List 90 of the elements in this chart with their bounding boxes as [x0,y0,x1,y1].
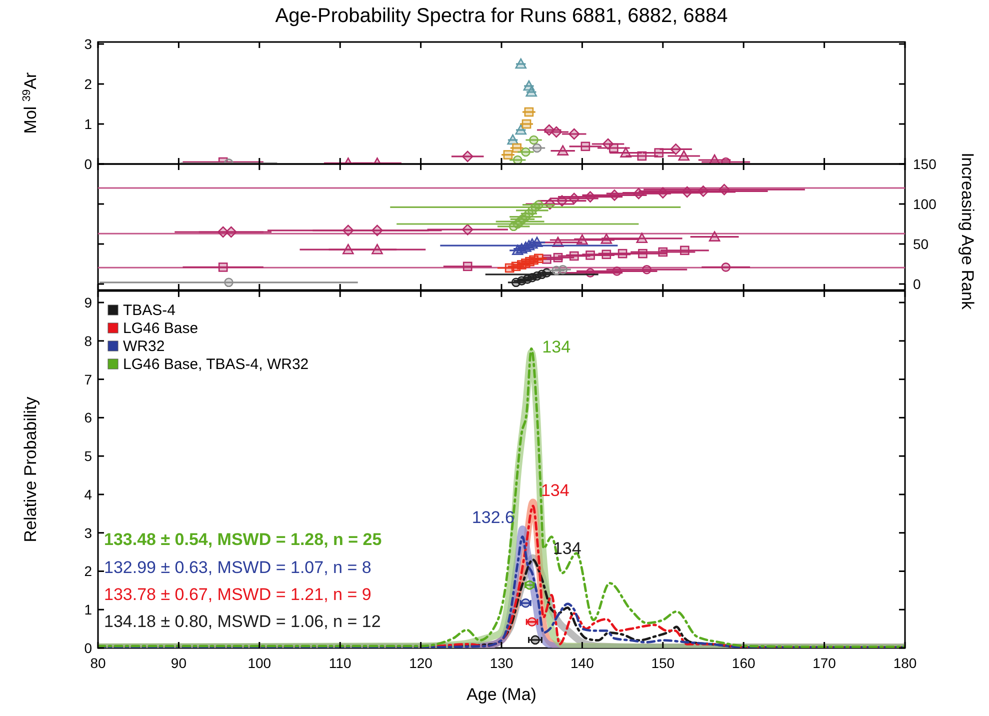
point [531,236,543,248]
point [532,143,542,153]
x-tick-label: 100 [248,655,272,671]
legend-label: LG46 Base [123,320,198,337]
y-tick-label: 2 [84,76,92,92]
point [507,134,518,145]
y-tick-label: 4 [84,486,92,502]
annotation: 133.48 ± 0.54, MSWD = 1.28, n = 25 [104,530,382,549]
annotation: 134 [542,338,571,357]
point [530,635,540,645]
x-tick-label: 180 [893,655,917,671]
point [654,148,664,158]
point [372,244,383,254]
point [568,128,580,140]
y-tick-label: 6 [84,410,92,426]
annotation: 134 [540,481,570,500]
point [529,135,538,145]
y-tick-label: 3 [84,36,92,52]
point [586,250,595,260]
point [721,262,730,272]
y-tick-label: 2 [84,563,92,580]
point [708,231,720,242]
y-tick-label: 1 [84,602,92,618]
point [524,107,534,117]
point [218,262,228,272]
annotation: 134.18 ± 0.80, MSWD = 1.06, n = 12 [104,612,381,631]
x-tick-label: 120 [409,655,433,671]
point [534,254,544,264]
y-tick-label: 7 [84,371,92,388]
y-tick-label: 0 [913,276,921,292]
annotation: 132.99 ± 0.63, MSWD = 1.07, n = 8 [104,558,372,577]
y-tick-label: 0 [84,156,92,172]
y-tick-label: 50 [913,236,929,252]
x-tick-label: 130 [490,655,514,671]
point [600,234,612,244]
annotation: 134 [552,538,582,558]
point [642,264,652,274]
point [342,244,354,254]
point [462,224,474,236]
y-axis-title: Relative Probability [21,396,40,542]
legend-label: TBAS-4 [123,302,176,319]
annotation: 132.6 [472,508,514,527]
y-tick-label: 0 [84,640,92,656]
y-tick-label: 5 [84,448,92,464]
point [462,150,474,162]
point [553,252,563,262]
y-tick-label: 150 [913,156,937,172]
point [609,143,618,153]
x-tick-label: 170 [812,655,836,671]
point [521,147,530,157]
point [503,150,513,160]
point [557,145,568,156]
x-tick-label: 150 [651,655,675,671]
y-tick-label: 9 [84,294,92,311]
legend-label: WR32 [123,338,165,355]
annotation: 133.78 ± 0.67, MSWD = 1.21, n = 9 [104,585,372,604]
x-axis-title: Age (Ma) [466,685,536,704]
point [512,143,522,153]
y-tick-label: 3 [84,524,92,541]
y-tick-label: 8 [84,332,92,349]
y2-axis-title: Increasing Age Rank [958,152,977,310]
point [550,126,562,138]
x-tick-label: 140 [570,655,594,671]
x-tick-label: 110 [328,655,352,671]
point [718,184,730,196]
y-tick-label: 1 [84,116,92,132]
point [542,268,552,278]
point [580,142,590,152]
legend-label: LG46 Base, TBAS-4, WR32 [123,356,309,373]
point [224,278,234,288]
point [678,150,690,161]
x-tick-label: 160 [732,655,756,671]
point [462,262,472,272]
point [680,246,690,256]
x-tick-label: 80 [90,655,106,671]
point [522,119,532,129]
point [372,224,383,236]
y-tick-label: 100 [913,196,937,212]
chart-title: Age-Probability Spectra for Runs 6881, 6882, 6884 [275,5,728,27]
point [670,144,682,155]
point [526,86,538,97]
point [721,157,730,164]
point [636,232,648,244]
point [512,155,522,164]
point [515,124,527,135]
point [515,58,527,69]
point [534,200,544,210]
x-tick-label: 90 [170,655,187,671]
point [226,226,237,238]
point [558,264,568,274]
